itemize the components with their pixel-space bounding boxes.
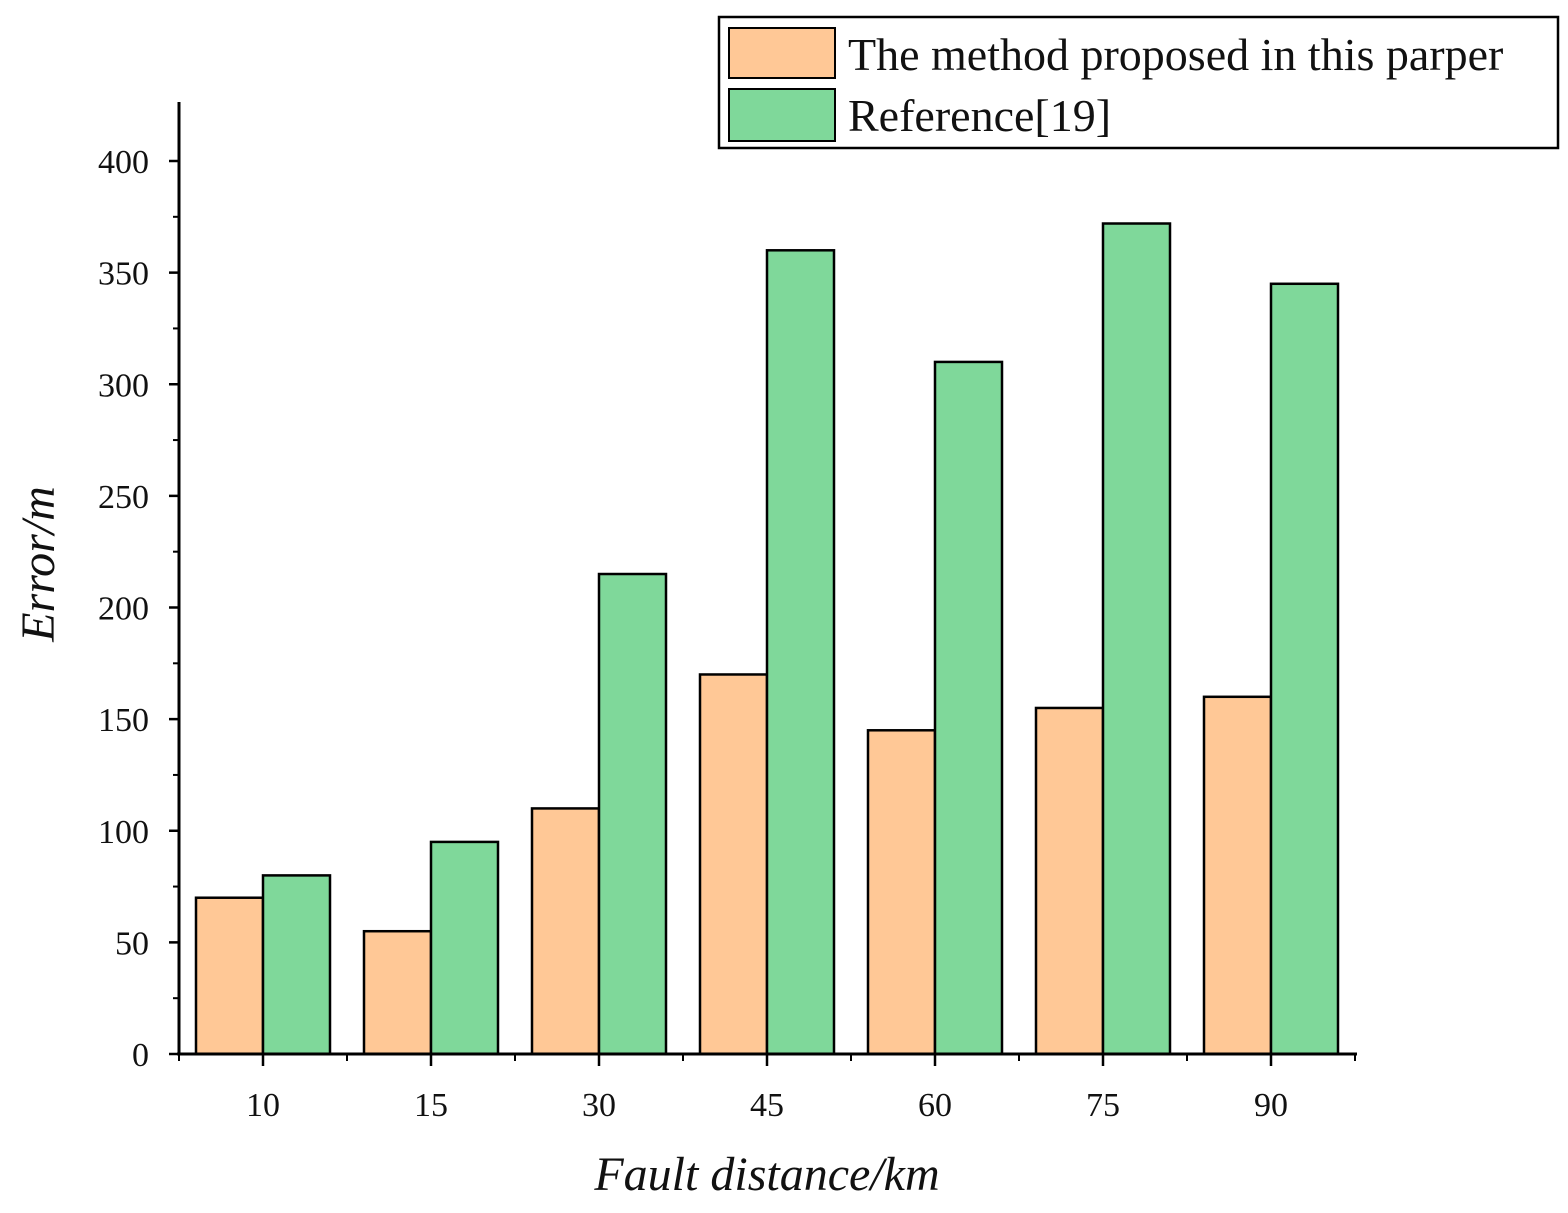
- y-tick-label-100: 100: [98, 814, 149, 851]
- x-tick-label-10: 10: [246, 1087, 280, 1124]
- bar-reference-60: [933, 360, 1004, 1056]
- x-ticks: 10 15 30 45 60 75 90: [178, 1054, 1356, 1124]
- y-axis-title: Error/m: [12, 486, 65, 643]
- y-tick-label-200: 200: [98, 591, 149, 628]
- y-tick-label-150: 150: [98, 702, 149, 739]
- x-tick-label-75: 75: [1086, 1087, 1120, 1124]
- y-tick-label-0: 0: [132, 1037, 149, 1074]
- x-axis-title: Fault distance/km: [593, 1148, 939, 1201]
- bar-proposed-75: [1034, 706, 1105, 1056]
- bar-proposed-90: [1202, 695, 1273, 1056]
- x-tick-label-15: 15: [414, 1087, 448, 1124]
- bar-proposed-15: [362, 929, 433, 1056]
- legend-label-reference: Reference[19]: [848, 90, 1111, 141]
- y-tick-label-400: 400: [98, 144, 149, 181]
- bar-reference-15: [429, 840, 500, 1056]
- bar-reference-75: [1101, 222, 1172, 1056]
- y-tick-label-250: 250: [98, 479, 149, 516]
- bar-reference-30: [597, 572, 668, 1056]
- x-tick-label-30: 30: [582, 1087, 616, 1124]
- legend-label-proposed: The method proposed in this parper: [848, 29, 1503, 80]
- bar-reference-90: [1269, 282, 1340, 1056]
- bars-layer: [194, 222, 1340, 1056]
- bar-reference-10: [261, 874, 332, 1056]
- legend-swatch-reference: [728, 88, 836, 142]
- y-ticks: 0 50 100 150 200 250 300 350 400: [98, 144, 179, 1074]
- bar-reference-45: [765, 249, 836, 1056]
- x-tick-label-45: 45: [750, 1087, 784, 1124]
- x-tick-label-90: 90: [1254, 1087, 1288, 1124]
- bar-proposed-45: [698, 673, 769, 1056]
- bar-proposed-60: [866, 729, 937, 1056]
- legend-swatch-proposed: [728, 27, 836, 79]
- y-tick-label-50: 50: [115, 925, 149, 962]
- bar-proposed-30: [530, 807, 601, 1056]
- bar-proposed-10: [194, 896, 265, 1056]
- legend: The method proposed in this parper Refer…: [717, 15, 1560, 150]
- x-tick-label-60: 60: [918, 1087, 952, 1124]
- legend-box: [717, 15, 1560, 150]
- y-tick-label-300: 300: [98, 367, 149, 404]
- y-tick-label-350: 350: [98, 256, 149, 293]
